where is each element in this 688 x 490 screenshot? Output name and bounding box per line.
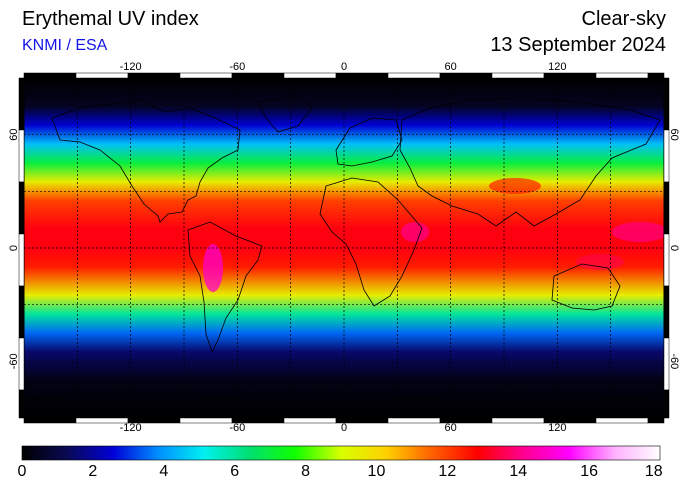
frame-tick-band [663,389,670,419]
frame-tick-band [439,72,493,79]
lat-label-right: 0 [668,245,680,251]
lon-label-top: -60 [229,61,245,73]
frame-tick-band [283,72,337,79]
colorbar-tick-label: 16 [580,463,599,480]
lon-label-bottom: 0 [341,422,347,434]
colorbar-tick-label: 2 [88,463,98,480]
coastline-south-america [187,221,263,354]
frame-tick-band [283,417,337,424]
hotspot-west-pacific [612,222,664,242]
colorbar [22,446,660,460]
lon-label-bottom: 120 [548,422,566,434]
lat-label-left: -60 [8,353,20,369]
hotspot-indonesia [576,254,624,270]
colorbar-tick-label: 4 [159,463,169,480]
frame-tick-band [179,417,233,424]
coastline-antarctica [24,391,664,401]
frame-tick-band [491,417,545,424]
frame-tick-band [231,72,285,79]
frame-tick-band [663,233,670,287]
colorbar-tick-label: 10 [367,463,386,480]
lon-label-top: 60 [445,61,457,73]
colorbar-tick-label: 6 [230,463,240,480]
frame-tick-band [18,389,25,419]
coastline-australia [551,263,621,311]
frame-tick-band [75,72,129,79]
frame-tick-band [18,181,25,235]
sky-mode-label: Clear-sky [581,8,666,30]
colorbar-tick-label: 14 [509,463,528,480]
frame-tick-band [491,72,545,79]
frame-tick-band [387,417,441,424]
colorbar-tick-label: 8 [301,463,310,480]
colorbar-frame [21,445,661,461]
frame-tick-band [543,72,597,79]
hotspot-andes [203,244,223,292]
coastline-africa [319,177,423,307]
lat-label-left: 60 [8,129,20,141]
colorbar-tick-label: 0 [17,463,27,480]
colorbar-tick-label: 18 [644,463,663,480]
lat-label-left: 0 [8,245,20,251]
frame-tick-band [663,77,670,131]
frame-tick-band [647,417,665,424]
coastline-greenland [257,95,313,133]
credit-label: KNMI / ESA [22,37,108,54]
lon-label-bottom: -60 [229,422,245,434]
hotspot-east-africa [401,222,429,242]
frame-tick-band [23,417,77,424]
frame-tick-band [18,285,25,339]
lat-label-right: -60 [668,353,680,369]
frame-ticks [18,72,670,424]
frame-tick-band [18,77,25,131]
frame-tick-band [647,72,665,79]
lat-label-right: 60 [668,129,680,141]
frame-tick-band [595,72,649,79]
frame-tick-band [179,72,233,79]
lon-label-top: 120 [548,61,566,73]
coastline-north-america [51,99,241,223]
hotspot-tibet [489,178,541,194]
frame-tick-band [387,72,441,79]
frame-labels: -120 -120 -60 -60 0 0 60 60 120 120 60 60 0 0 -60 -60 [8,61,680,434]
frame-tick-band [18,233,25,287]
lon-label-bottom: -120 [120,422,142,434]
frame-tick-band [23,72,77,79]
frame-tick-band [595,417,649,424]
lon-label-top: -120 [120,61,142,73]
map-title: Erythemal UV index [22,8,199,30]
frame-tick-band [663,181,670,235]
lon-label-bottom: 60 [445,422,457,434]
frame-tick-band [663,285,670,339]
frame-tick-band [127,72,181,79]
colorbar-tick-label: 12 [438,463,457,480]
lon-label-top: 0 [341,61,347,73]
uv-hotspots [203,178,664,292]
graticule-grid [24,78,664,418]
date-label: 13 September 2024 [490,34,666,56]
frame-tick-band [335,72,389,79]
